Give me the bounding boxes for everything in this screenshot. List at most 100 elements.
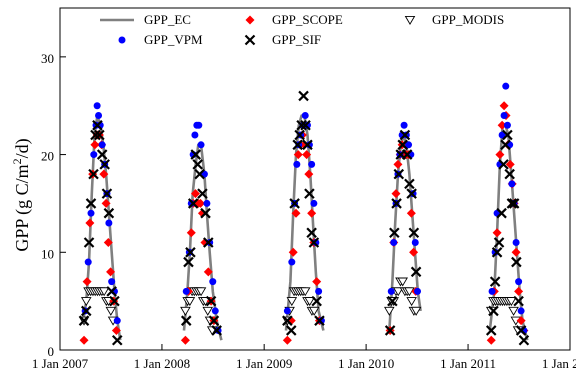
gpp-scope-point	[106, 267, 116, 277]
gpp-sif-point	[493, 237, 505, 248]
gpp-sif-point	[387, 295, 398, 307]
gpp-sif-point	[489, 276, 501, 287]
gpp-sif-point	[205, 295, 217, 307]
gpp-modis-point	[308, 306, 320, 316]
legend-marker-swatch	[118, 36, 126, 44]
gpp-modis-point	[392, 287, 404, 297]
x-tick-label: 1 Jan 2008	[134, 356, 190, 371]
gpp-sif-point	[78, 315, 90, 326]
gpp-sif-point	[296, 119, 307, 131]
gpp-sif-point	[397, 139, 408, 151]
gpp-sif-point	[289, 198, 300, 209]
gpp-modis-point	[406, 297, 417, 307]
legend-item-gpp-modis: GPP_MODIS	[404, 12, 504, 27]
gpp-sif-point	[292, 139, 303, 151]
gpp-sif-point	[518, 334, 530, 346]
x-tick-label: 1 Jan 2007	[32, 356, 89, 371]
gpp-vpm-point	[508, 180, 516, 188]
gpp-scope-point	[101, 198, 111, 208]
gpp-vpm-point	[301, 111, 309, 119]
gpp-vpm-point	[512, 239, 520, 247]
gpp-sif-point	[211, 325, 222, 336]
gpp-sif-point	[314, 315, 325, 326]
gpp-scope-point	[288, 247, 298, 257]
x-axis: 1 Jan 2007 1 Jan 2008 1 Jan 2009 1 Jan 2010…	[32, 344, 576, 371]
gpp-scope-point	[99, 169, 109, 179]
gpp-vpm-point	[90, 151, 98, 159]
y-axis-label-tail: /d)	[12, 138, 33, 158]
gpp-sif-point	[88, 168, 99, 180]
legend: GPP_EC GPP_SCOPE GPP_MODIS GPP_VPM GPP_SIF	[100, 12, 504, 47]
y-axis: 0 10 20 30	[41, 51, 66, 359]
gpp-sif-point	[90, 129, 101, 141]
gpp-modis-point	[80, 297, 92, 307]
gpp-vpm-point	[95, 111, 103, 119]
legend-item-gpp-sif: GPP_SIF	[244, 32, 321, 47]
gpp-vpm-point	[98, 141, 106, 149]
gpp-vpm-point	[293, 160, 301, 168]
gpp-sif-point	[491, 247, 503, 258]
gpp-modis-point	[508, 306, 519, 316]
legend-label: GPP_MODIS	[432, 12, 504, 27]
legend-label: GPP_SIF	[272, 32, 321, 47]
gpp-sif-point	[192, 159, 203, 170]
gpp-sif-point	[384, 325, 396, 336]
gpp-vpm-point	[93, 102, 101, 110]
gpp-scope-point	[514, 286, 524, 296]
gpp-sif-point	[401, 149, 413, 160]
gpp-sif-point	[200, 207, 211, 219]
legend-marker-swatch	[404, 15, 416, 25]
gpp-sif-point	[194, 168, 205, 180]
gpp-modis-point	[105, 306, 117, 316]
gpp-scope-point	[291, 208, 301, 218]
gpp-sif-point	[298, 90, 309, 102]
gpp-sif-point	[190, 149, 202, 160]
gpp-ec-line-segment	[81, 114, 122, 341]
legend-item-gpp-vpm: GPP_VPM	[118, 32, 203, 47]
gpp-vpm-point	[500, 111, 508, 119]
gpp-scope-point	[409, 247, 419, 257]
gpp-vpm-point	[209, 278, 217, 286]
gpp-sif-point	[106, 286, 117, 297]
gpp-vpm-point	[191, 131, 199, 139]
gpp-modis-point	[202, 306, 214, 316]
gpp-vpm-point	[411, 239, 419, 247]
gpp-modis-point	[384, 306, 395, 316]
gpp-vpm-point	[503, 121, 511, 129]
gpp-vpm-point	[387, 287, 395, 295]
gpp-sif-point	[504, 168, 515, 180]
gpp-vpm-point	[308, 160, 316, 168]
y-tick-label: 0	[48, 344, 55, 359]
y-tick-label: 20	[41, 149, 54, 164]
gpp-modis-point	[410, 306, 422, 316]
gpp-vpm-point	[182, 287, 190, 295]
gpp-sif-point	[399, 129, 411, 141]
series-gpp-modis	[78, 277, 524, 336]
gpp-scope-point	[312, 277, 322, 287]
gpp-sif-point	[109, 295, 120, 307]
series-gpp-ec	[81, 114, 529, 341]
gpp-sif-point	[406, 188, 417, 199]
gpp-sif-point	[300, 119, 311, 131]
gpp-sif-point	[500, 139, 511, 151]
gpp-scope-point	[497, 120, 507, 130]
gpp-vpm-point	[87, 209, 95, 217]
gpp-vpm-point	[113, 317, 121, 325]
gpp-scope-point	[511, 247, 521, 257]
gpp-scope-point	[195, 198, 205, 208]
gpp-sif-point	[513, 295, 524, 307]
gpp-sif-point	[94, 129, 105, 141]
gpp-vpm-point	[108, 278, 116, 286]
gpp-modis-point	[299, 287, 311, 297]
gpp-scope-point	[393, 159, 403, 169]
gpp-sif-point	[92, 119, 103, 131]
gpp-scope-point	[293, 150, 303, 160]
gpp-sif-point	[488, 305, 499, 317]
series-gpp-scope	[79, 101, 529, 345]
gpp-scope-point	[391, 189, 401, 199]
gpp-vpm-point	[310, 199, 318, 207]
gpp-modis-point	[286, 297, 298, 307]
gpp-sif-point	[282, 315, 293, 326]
plot-frame	[59, 7, 571, 351]
gpp-vpm-point	[414, 287, 422, 295]
